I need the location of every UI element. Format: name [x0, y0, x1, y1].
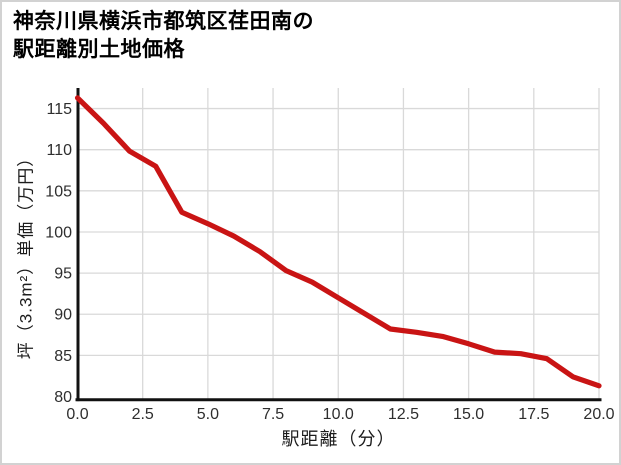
- chart-title-line2: 駅距離別土地価格: [13, 38, 185, 61]
- x-tick-label: 0.0: [66, 406, 88, 423]
- x-tick-label: 12.5: [388, 406, 419, 423]
- x-tick-label: 5.0: [197, 406, 219, 423]
- x-tick-label: 7.5: [262, 406, 284, 423]
- y-tick-label: 110: [46, 142, 72, 159]
- y-tick-label: 105: [45, 183, 72, 200]
- y-tick-label: 95: [54, 266, 72, 283]
- y-axis-label: 坪（3.3m²）単価（万円）: [16, 148, 36, 360]
- y-tick-label: 80: [54, 389, 72, 406]
- x-tick-label: 17.5: [518, 406, 549, 423]
- x-axis-label: 駅距離（分）: [281, 429, 396, 449]
- y-tick-label: 85: [54, 348, 72, 365]
- y-tick-label: 90: [54, 307, 72, 324]
- chart-title: 神奈川県横浜市都筑区荏田南の 駅距離別土地価格: [13, 8, 314, 64]
- x-tick-label: 2.5: [132, 406, 154, 423]
- x-tick-label: 15.0: [453, 406, 484, 423]
- y-tick-label: 115: [46, 101, 72, 118]
- price-line: [74, 95, 602, 389]
- x-tick-label: 10.0: [323, 406, 354, 423]
- x-tick-label: 20.0: [583, 406, 614, 423]
- chart-title-line1: 神奈川県横浜市都筑区荏田南の: [13, 10, 314, 33]
- y-tick-label: 100: [45, 224, 72, 241]
